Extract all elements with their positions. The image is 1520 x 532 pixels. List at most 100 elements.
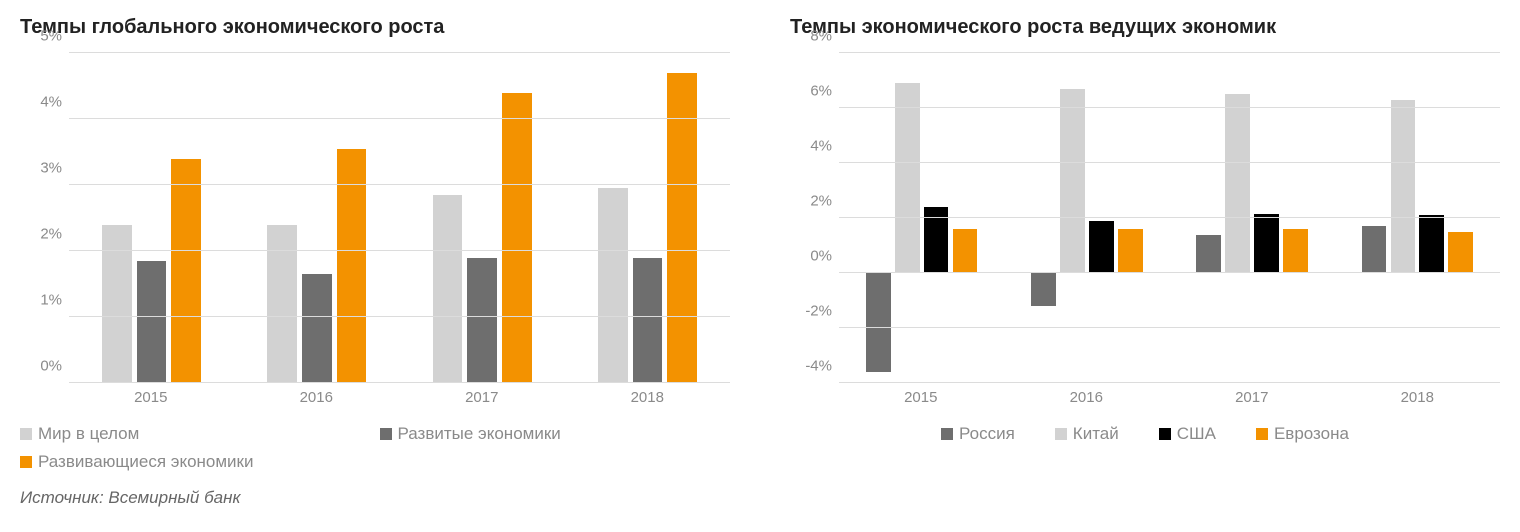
bar-group bbox=[1335, 53, 1500, 383]
y-tick-label: 6% bbox=[810, 83, 832, 100]
bar bbox=[502, 93, 532, 383]
bar bbox=[1225, 94, 1250, 273]
y-tick-label: 2% bbox=[810, 193, 832, 210]
x-tick-label: 2018 bbox=[565, 389, 731, 406]
y-tick-label: 5% bbox=[40, 28, 62, 45]
chart-frame-right: -4%-2%0%2%4%6%8% bbox=[790, 53, 1500, 383]
gridline bbox=[839, 107, 1500, 108]
y-tick-label: 8% bbox=[810, 28, 832, 45]
x-tick-label: 2017 bbox=[1169, 389, 1335, 406]
bar bbox=[1089, 221, 1114, 273]
y-tick-label: 3% bbox=[40, 160, 62, 177]
bar bbox=[1391, 100, 1416, 273]
bar bbox=[1448, 232, 1473, 273]
legend-label: США bbox=[1177, 424, 1216, 444]
legend-label: Мир в целом bbox=[38, 424, 139, 444]
panel-global-growth: Темпы глобального экономического роста 0… bbox=[20, 16, 730, 508]
bar-group bbox=[400, 53, 565, 383]
bar-group bbox=[69, 53, 234, 383]
bar bbox=[1362, 226, 1387, 273]
legend-item: Россия bbox=[941, 424, 1015, 444]
legend-item: Еврозона bbox=[1256, 424, 1349, 444]
bar bbox=[598, 188, 628, 383]
bar bbox=[467, 258, 497, 383]
bar-group bbox=[565, 53, 730, 383]
chart-title-right: Темпы экономического роста ведущих эконо… bbox=[790, 16, 1500, 39]
bar bbox=[1196, 235, 1221, 274]
gridline bbox=[69, 184, 730, 185]
x-tick-label: 2015 bbox=[68, 389, 234, 406]
bar bbox=[1283, 229, 1308, 273]
bar bbox=[267, 225, 297, 383]
bar bbox=[633, 258, 663, 383]
bar bbox=[171, 159, 201, 383]
y-tick-label: 4% bbox=[40, 94, 62, 111]
y-tick-label: 4% bbox=[810, 138, 832, 155]
legend-swatch bbox=[1159, 428, 1171, 440]
gridline bbox=[839, 272, 1500, 273]
bar bbox=[866, 273, 891, 372]
bar bbox=[895, 83, 920, 273]
bar bbox=[137, 261, 167, 383]
plot-area-left bbox=[68, 53, 730, 383]
legend-left: Мир в целом Развитые экономики Развивающие… bbox=[20, 424, 730, 472]
gridline bbox=[839, 162, 1500, 163]
x-axis-right: 2015201620172018 bbox=[838, 389, 1500, 406]
gridline bbox=[69, 52, 730, 53]
gridline bbox=[839, 217, 1500, 218]
legend-label: Еврозона bbox=[1274, 424, 1349, 444]
gridline bbox=[69, 316, 730, 317]
gridline bbox=[839, 382, 1500, 383]
x-axis-left: 2015201620172018 bbox=[68, 389, 730, 406]
legend-item: Китай bbox=[1055, 424, 1119, 444]
bar bbox=[1254, 214, 1279, 273]
y-tick-label: 2% bbox=[40, 226, 62, 243]
bar-group bbox=[234, 53, 399, 383]
bar bbox=[953, 229, 978, 273]
x-tick-label: 2016 bbox=[1004, 389, 1170, 406]
legend-swatch bbox=[20, 428, 32, 440]
legend-item: Мир в целом bbox=[20, 424, 340, 444]
y-tick-label: -2% bbox=[805, 303, 832, 320]
legend-item: США bbox=[1159, 424, 1216, 444]
source-text: Источник: Всемирный банк bbox=[20, 488, 730, 508]
y-tick-label: -4% bbox=[805, 358, 832, 375]
y-tick-label: 0% bbox=[810, 248, 832, 265]
bar bbox=[1060, 89, 1085, 273]
bar bbox=[667, 73, 697, 383]
gridline bbox=[69, 250, 730, 251]
plot-area-right bbox=[838, 53, 1500, 383]
y-tick-label: 1% bbox=[40, 292, 62, 309]
bar bbox=[302, 274, 332, 383]
bar bbox=[1031, 273, 1056, 306]
legend-swatch bbox=[1256, 428, 1268, 440]
x-tick-label: 2018 bbox=[1335, 389, 1501, 406]
legend-item: Развитые экономики bbox=[380, 424, 700, 444]
x-tick-label: 2017 bbox=[399, 389, 565, 406]
panel-leading-economies: Темпы экономического роста ведущих эконо… bbox=[790, 16, 1500, 508]
bar-group bbox=[1170, 53, 1335, 383]
legend-label: Развивающиеся экономики bbox=[38, 452, 254, 472]
bar bbox=[433, 195, 463, 383]
gridline bbox=[69, 382, 730, 383]
gridline bbox=[69, 118, 730, 119]
legend-label: Россия bbox=[959, 424, 1015, 444]
gridline bbox=[839, 327, 1500, 328]
legend-right: Россия Китай США Еврозона bbox=[790, 424, 1500, 444]
bar bbox=[1419, 215, 1444, 273]
legend-label: Китай bbox=[1073, 424, 1119, 444]
bar bbox=[1118, 229, 1143, 273]
bar bbox=[102, 225, 132, 383]
gridline bbox=[839, 52, 1500, 53]
legend-swatch bbox=[380, 428, 392, 440]
panels-container: Темпы глобального экономического роста 0… bbox=[20, 16, 1500, 508]
legend-item: Развивающиеся экономики bbox=[20, 452, 730, 472]
legend-swatch bbox=[20, 456, 32, 468]
legend-swatch bbox=[941, 428, 953, 440]
x-tick-label: 2016 bbox=[234, 389, 400, 406]
legend-label: Развитые экономики bbox=[398, 424, 561, 444]
y-axis-left: 0%1%2%3%4%5% bbox=[20, 53, 68, 383]
y-tick-label: 0% bbox=[40, 358, 62, 375]
chart-frame-left: 0%1%2%3%4%5% bbox=[20, 53, 730, 383]
x-tick-label: 2015 bbox=[838, 389, 1004, 406]
